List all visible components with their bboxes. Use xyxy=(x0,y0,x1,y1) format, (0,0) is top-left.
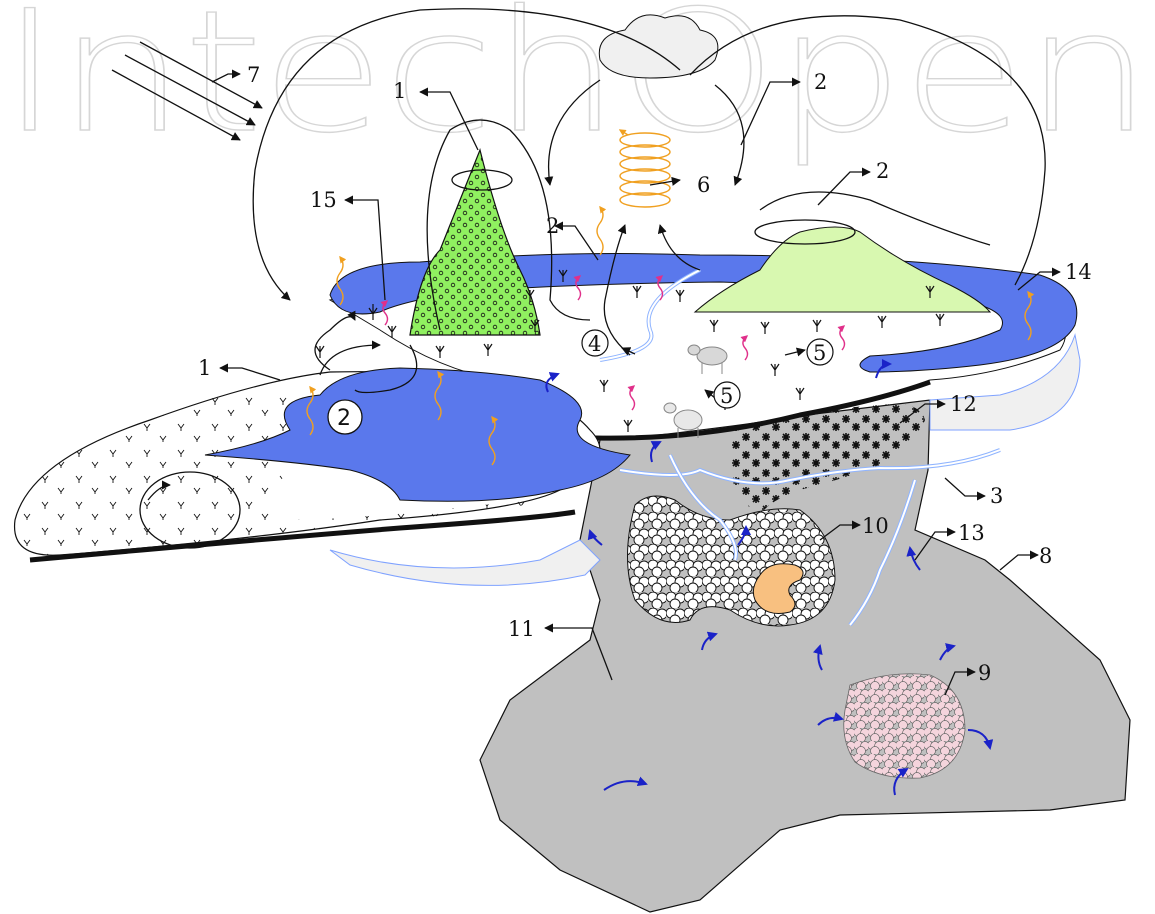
heat-spiral xyxy=(618,129,671,208)
label-1-left: 1 xyxy=(198,356,211,380)
emission-wiggles xyxy=(380,275,846,411)
circle-2 xyxy=(327,399,363,435)
lake-cycle-b xyxy=(319,340,381,376)
label-14: 14 xyxy=(1065,260,1092,284)
label-11: 11 xyxy=(508,617,535,641)
label-5b: 5 xyxy=(720,384,733,408)
watermark-text: IntechOpen xyxy=(0,0,1150,170)
label-5a: 5 xyxy=(813,341,826,365)
cycle-arc-right xyxy=(689,15,1046,286)
label-13: 13 xyxy=(958,521,985,545)
groundwater-arrows xyxy=(545,359,994,796)
label-7: 7 xyxy=(247,63,260,87)
label-8: 8 xyxy=(1039,544,1052,568)
label-9: 9 xyxy=(978,661,991,685)
label-2-top: 2 xyxy=(814,70,827,94)
orange-core xyxy=(752,563,804,614)
hill-evap-arrow xyxy=(657,224,701,271)
cloud-arrow-left xyxy=(544,79,601,186)
lowland-edge xyxy=(29,509,576,563)
peak-cycle xyxy=(426,119,591,331)
land-shadow-right xyxy=(929,333,1081,431)
cloud xyxy=(598,14,719,79)
hill-ring xyxy=(754,219,856,245)
label-15: 15 xyxy=(310,188,337,212)
radiation-wiggles xyxy=(306,205,1035,466)
label-6: 6 xyxy=(697,173,710,197)
sheep-b xyxy=(663,402,703,438)
solar-radiation xyxy=(111,41,263,141)
pink-cluster xyxy=(843,673,966,779)
label-3: 3 xyxy=(990,484,1003,508)
sheep-a xyxy=(687,344,728,374)
label-2-circle: 2 xyxy=(337,406,351,431)
label-1-top: 1 xyxy=(393,79,406,103)
circle-4 xyxy=(581,329,609,357)
label-12: 12 xyxy=(950,392,977,416)
soil-cycle-ring xyxy=(139,471,241,549)
lake-cycle-c xyxy=(354,344,418,394)
label-4: 4 xyxy=(588,332,601,356)
cloud-arrow-right xyxy=(714,84,745,186)
green-hill xyxy=(693,226,992,313)
hill-cycle xyxy=(759,191,991,246)
label-2-right: 2 xyxy=(876,159,889,183)
river-evap-arrow xyxy=(603,224,631,356)
label-10: 10 xyxy=(862,514,889,538)
label-2-mid: 2 xyxy=(546,214,559,238)
soil-cycle-arrow xyxy=(147,480,171,501)
cycle-arc-left xyxy=(252,8,681,301)
lake-cycle-a xyxy=(314,310,356,371)
dark-deposit xyxy=(730,404,925,515)
circle-5b xyxy=(713,381,741,409)
land-shadow-left xyxy=(329,539,601,586)
circle-5a xyxy=(806,338,834,366)
leader-lines xyxy=(211,69,1061,696)
peak-ring xyxy=(451,169,513,191)
